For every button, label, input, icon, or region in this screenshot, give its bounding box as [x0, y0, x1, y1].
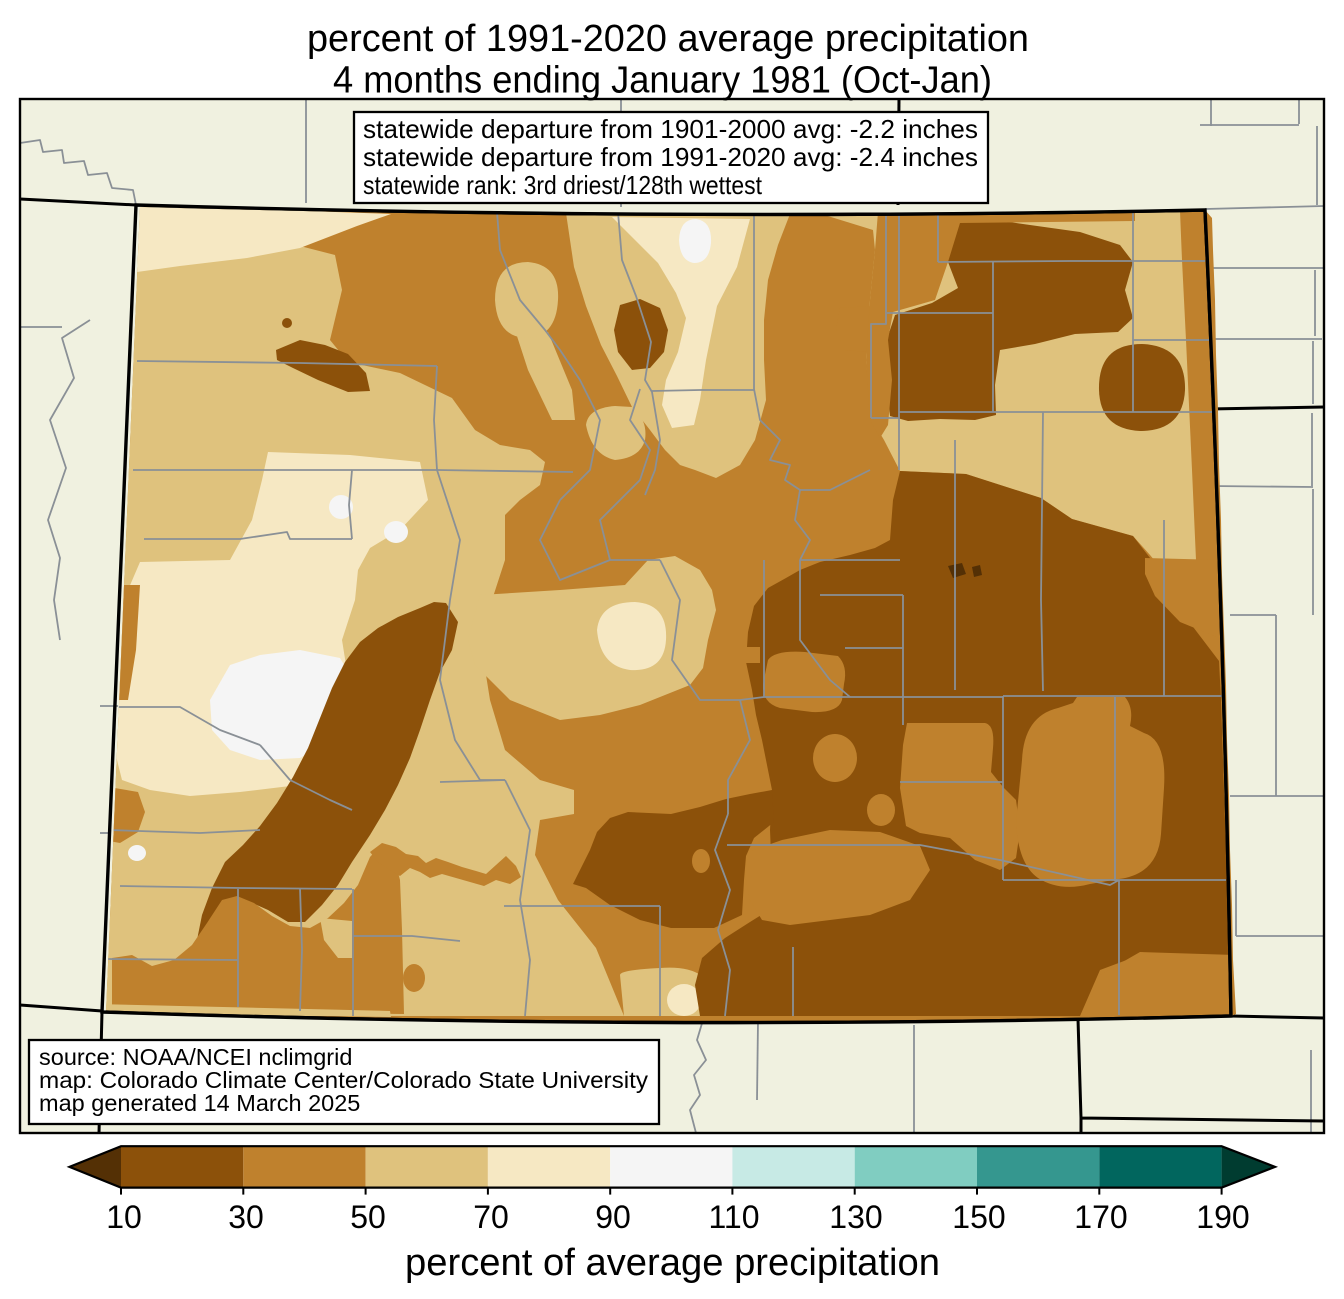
svg-text:90: 90 — [595, 1199, 631, 1235]
svg-text:source: NOAA/NCEI nclimgrid: source: NOAA/NCEI nclimgrid — [39, 1044, 352, 1070]
svg-text:statewide departure from 1901-: statewide departure from 1901-2000 avg: … — [363, 114, 978, 144]
svg-text:4 months ending January 1981 (: 4 months ending January 1981 (Oct-Jan) — [333, 60, 992, 102]
svg-text:50: 50 — [350, 1199, 386, 1235]
svg-text:statewide rank: 3rd driest/128: statewide rank: 3rd driest/128th wettest — [363, 170, 763, 200]
svg-text:30: 30 — [228, 1199, 264, 1235]
svg-text:map generated 14 March 2025: map generated 14 March 2025 — [39, 1090, 360, 1116]
svg-text:130: 130 — [829, 1199, 882, 1235]
svg-text:statewide departure from 1991-: statewide departure from 1991-2020 avg: … — [363, 142, 978, 172]
svg-text:map: Colorado Climate Center/C: map: Colorado Climate Center/Colorado St… — [39, 1067, 648, 1093]
svg-text:170: 170 — [1074, 1199, 1127, 1235]
svg-text:10: 10 — [106, 1199, 142, 1235]
svg-text:110: 110 — [708, 1199, 759, 1235]
svg-text:percent of average precipitati: percent of average precipitation — [405, 1242, 940, 1284]
svg-text:150: 150 — [952, 1199, 1005, 1235]
svg-text:70: 70 — [473, 1199, 509, 1235]
svg-text:190: 190 — [1196, 1199, 1249, 1235]
svg-text:percent of 1991-2020 average p: percent of 1991-2020 average precipitati… — [307, 18, 1029, 60]
